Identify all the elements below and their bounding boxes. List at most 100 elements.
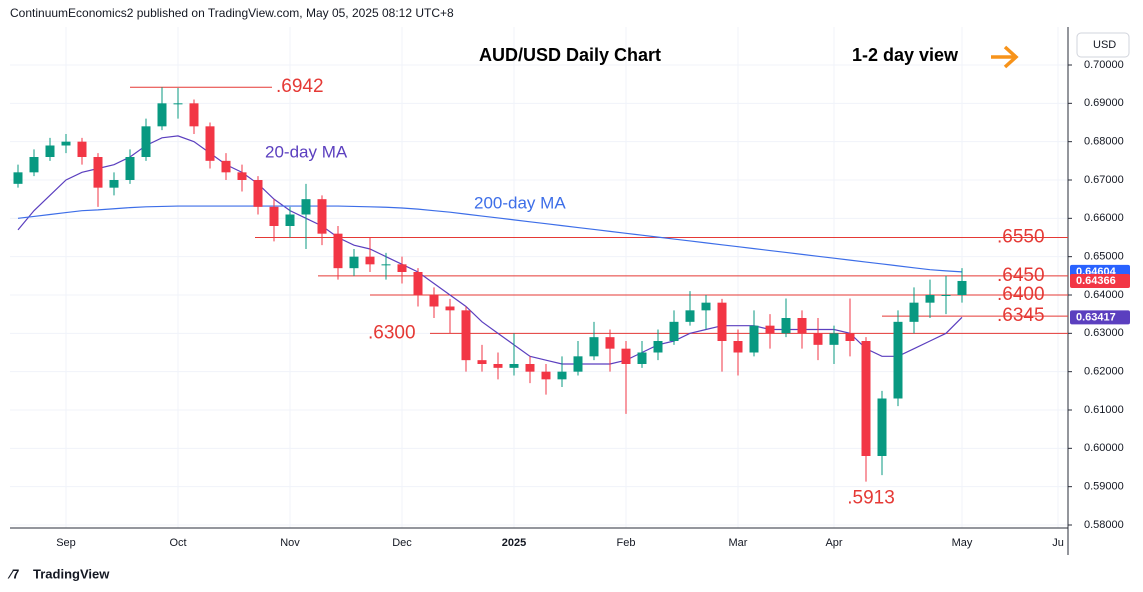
x-tick-label: Nov <box>280 537 300 549</box>
grid <box>10 27 1068 528</box>
y-tick-label: 0.68000 <box>1084 136 1124 148</box>
candle-body <box>589 337 599 357</box>
level-label: .6300 <box>368 322 416 343</box>
currency-box[interactable] <box>1076 32 1130 58</box>
candle-body <box>157 103 167 127</box>
level-label: .6450 <box>997 265 1045 286</box>
candle-body <box>365 256 375 265</box>
candle-body <box>13 172 23 184</box>
y-tick-label: 0.66000 <box>1084 212 1124 224</box>
candle-body <box>653 341 663 353</box>
subtitle: 1-2 day view <box>852 45 959 65</box>
candle-body <box>877 398 887 456</box>
x-tick-label: Ju <box>1052 537 1064 549</box>
candle-body <box>477 360 487 364</box>
candle-body <box>285 214 295 226</box>
y-tick-label: 0.63000 <box>1084 327 1124 339</box>
y-tick-label: 0.69000 <box>1084 97 1124 109</box>
candle-body <box>445 306 455 311</box>
candle-body <box>541 371 551 380</box>
candle-body <box>637 352 647 364</box>
candle-body <box>349 256 359 269</box>
x-tick-label: Apr <box>825 537 842 549</box>
candle-body <box>461 310 471 361</box>
y-tick-label: 0.59000 <box>1084 481 1124 493</box>
logo-mark: ⁄7 <box>7 566 19 581</box>
candle-body <box>29 157 39 173</box>
candle-body <box>493 364 503 368</box>
chart-title: AUD/USD Daily Chart <box>479 45 661 65</box>
candle-body <box>45 145 55 157</box>
candle-body <box>269 206 279 226</box>
y-tick-label: 0.65000 <box>1084 251 1124 263</box>
candle-body <box>77 141 87 157</box>
candle-body <box>845 333 855 341</box>
candle-body <box>781 318 791 334</box>
x-tick-label: 2025 <box>502 537 526 549</box>
y-tick-label: 0.60000 <box>1084 442 1124 454</box>
candle-body <box>813 333 823 345</box>
y-tick-label: 0.58000 <box>1084 519 1124 531</box>
candle-body <box>733 341 743 353</box>
candle-body <box>61 141 71 146</box>
candle-body <box>189 103 199 127</box>
candle-body <box>573 356 583 372</box>
candle-body <box>669 321 679 341</box>
candle-body <box>797 318 807 334</box>
y-tick-label: 0.67000 <box>1084 174 1124 186</box>
candle-body <box>909 302 919 322</box>
candle-body <box>221 160 231 173</box>
candle-body <box>93 157 103 188</box>
footer-logo: ⁄7 <box>7 566 19 581</box>
x-tick-label: Oct <box>169 537 186 549</box>
candle-body <box>237 172 247 180</box>
ma-label: 20-day MA <box>265 142 348 161</box>
candle-body <box>861 341 871 456</box>
x-tick-label: May <box>952 537 973 549</box>
view-arrow <box>991 45 1019 69</box>
candle-body <box>125 157 135 180</box>
price-label-box <box>1070 273 1130 288</box>
x-tick-label: Feb <box>617 537 636 549</box>
candle-body <box>765 325 775 334</box>
currency: USD <box>1093 39 1116 51</box>
footer: TradingView <box>33 566 110 581</box>
ma-line <box>17 205 963 273</box>
level-label: .6942 <box>276 76 324 97</box>
candle-body <box>685 310 695 322</box>
candle-body <box>253 180 263 207</box>
y-tick-label: 0.64000 <box>1084 289 1124 301</box>
arrow-head <box>1003 45 1019 69</box>
candle-body <box>525 364 535 372</box>
candle-body <box>893 321 903 399</box>
candle-body <box>317 199 327 234</box>
candle-body <box>925 295 935 303</box>
level-label: .6550 <box>997 227 1045 248</box>
x-tick-label: Mar <box>729 537 748 549</box>
candle-body <box>413 272 423 295</box>
y-tick-label: 0.61000 <box>1084 404 1124 416</box>
candle-body <box>429 295 439 307</box>
candle-body <box>957 280 967 295</box>
candle-body <box>621 348 631 364</box>
candle-body <box>717 302 727 341</box>
price-label: 0.64366 <box>1076 275 1116 287</box>
candle-body <box>205 126 215 161</box>
candle-body <box>173 103 183 105</box>
candle-body <box>829 333 839 345</box>
candle-body <box>397 264 407 272</box>
header: ContinuumEconomics2 published on Trading… <box>10 6 454 20</box>
candle-body <box>941 295 951 296</box>
candle-body <box>701 302 711 311</box>
price-label-box <box>1070 310 1130 325</box>
price-label: 0.63417 <box>1076 311 1116 323</box>
y-tick-label: 0.70000 <box>1084 59 1124 71</box>
x-tick-label: Dec <box>392 537 412 549</box>
low-annotation: .5913 <box>847 488 895 509</box>
candle-body <box>381 264 391 266</box>
candle-body <box>109 180 119 188</box>
y-tick-label: 0.62000 <box>1084 366 1124 378</box>
candle-body <box>509 364 519 368</box>
